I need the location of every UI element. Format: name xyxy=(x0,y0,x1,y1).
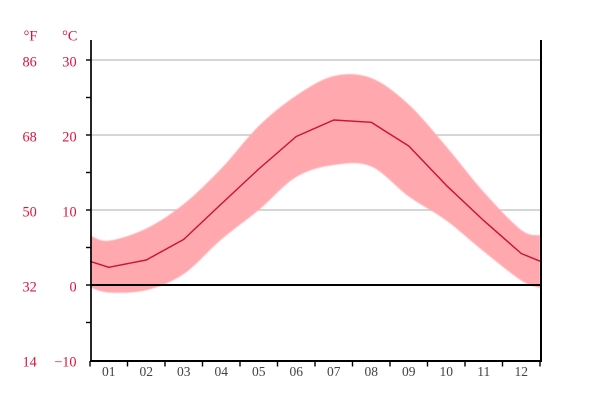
svg-text:12: 12 xyxy=(515,364,529,379)
svg-text:06: 06 xyxy=(290,364,304,379)
svg-text:02: 02 xyxy=(140,364,154,379)
svg-text:20: 20 xyxy=(62,130,76,146)
svg-text:03: 03 xyxy=(177,364,191,379)
svg-text:05: 05 xyxy=(252,364,266,379)
svg-text:11: 11 xyxy=(477,364,490,379)
svg-text:°F: °F xyxy=(24,29,38,45)
svg-text:01: 01 xyxy=(102,364,116,379)
svg-text:08: 08 xyxy=(365,364,379,379)
svg-text:68: 68 xyxy=(23,130,37,146)
svg-text:04: 04 xyxy=(215,364,229,379)
svg-text:10: 10 xyxy=(62,205,76,221)
svg-text:50: 50 xyxy=(23,205,37,221)
svg-text:09: 09 xyxy=(402,364,416,379)
svg-text:30: 30 xyxy=(62,55,76,71)
svg-text:−10: −10 xyxy=(54,355,76,371)
svg-text:10: 10 xyxy=(440,364,454,379)
svg-text:86: 86 xyxy=(23,55,37,71)
svg-text:0: 0 xyxy=(69,280,76,296)
svg-text:°C: °C xyxy=(62,29,77,45)
svg-text:14: 14 xyxy=(23,355,37,371)
svg-text:07: 07 xyxy=(327,364,341,379)
svg-text:32: 32 xyxy=(23,280,37,296)
